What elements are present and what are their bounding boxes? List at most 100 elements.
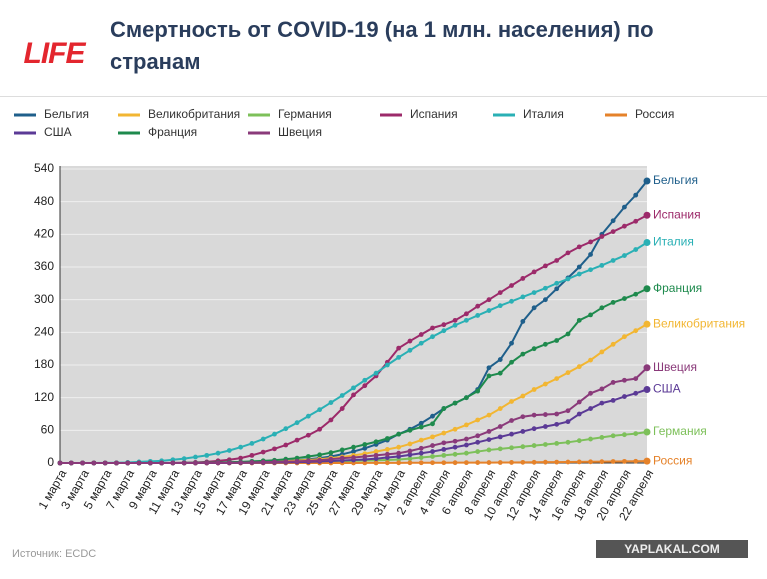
header-rule [0,96,767,97]
data-point [622,253,627,258]
end-label: Бельгия [653,173,698,187]
data-point [181,456,187,462]
data-point [531,412,537,418]
end-label: США [653,382,681,396]
data-point [599,349,605,355]
data-point [260,449,266,455]
data-point [520,294,526,300]
data-point [351,449,356,454]
data-point [543,442,548,447]
data-point [486,447,492,453]
data-point [475,439,481,445]
data-point [463,442,469,448]
data-point [91,460,97,466]
data-point [272,459,277,465]
data-point [441,406,447,411]
data-point [384,446,390,452]
data-point [475,388,481,394]
end-label: Германия [653,424,707,438]
data-point [418,437,424,443]
data-point [351,385,356,391]
data-point [238,460,244,466]
data-point [622,223,627,229]
legend-label: США [44,125,72,139]
data-point [633,390,639,396]
logo: LIFE [23,37,86,70]
end-point [643,320,651,328]
data-point [599,435,605,440]
data-point [588,436,593,442]
data-point [554,421,560,427]
data-point [226,460,232,466]
data-point [373,449,379,454]
data-point [531,459,537,465]
data-point [441,328,447,334]
data-point [373,439,379,445]
y-tick-label: 240 [34,325,54,339]
y-tick-label: 180 [34,357,54,371]
data-point [576,244,582,250]
data-point [554,286,560,292]
data-point [373,452,379,458]
data-point [576,317,582,323]
data-point [384,451,390,457]
y-tick-label: 0 [47,455,54,469]
data-point [463,460,469,466]
data-point [418,445,424,451]
data-point [486,373,492,379]
data-point [531,290,537,295]
data-point [305,432,311,438]
end-point [643,457,651,465]
legend-label: Великобритания [148,107,240,121]
data-point [136,460,142,466]
data-point [351,455,356,460]
end-point [643,386,651,393]
data-point [441,460,447,466]
data-point [260,436,266,442]
data-point [633,431,639,436]
data-point [193,454,198,460]
data-point [520,276,526,281]
data-point [543,412,548,417]
data-point [554,411,560,417]
data-point [430,434,435,440]
data-point [68,460,74,466]
data-point [418,420,424,426]
data-point [565,439,571,445]
data-point [430,421,435,427]
data-point [543,297,548,303]
data-point [339,393,345,398]
data-point [588,252,593,257]
data-point [576,399,582,405]
data-point [204,460,210,466]
watermark-box [596,540,748,558]
data-point [497,303,503,309]
data-point [610,299,616,305]
data-point [554,338,560,343]
data-point [384,362,390,368]
data-point [193,460,198,466]
data-point [475,460,481,465]
data-point [407,441,413,447]
data-point [497,446,503,452]
end-label: Италия [653,235,694,249]
end-point [643,211,651,219]
data-point [622,296,627,301]
data-point [441,452,447,458]
data-point [576,459,582,465]
data-point [531,387,537,392]
data-point [622,377,627,383]
data-point [588,357,593,363]
data-point [588,267,593,273]
data-point [588,312,593,318]
source: Источник: ECDC [12,548,96,560]
data-point [80,460,85,466]
legend-label: Швеция [278,125,322,139]
data-point [362,377,368,383]
data-point [520,444,526,450]
data-point [520,319,526,324]
plot-area [60,166,647,463]
data-point [554,376,560,382]
data-point [486,365,492,371]
data-point [204,452,210,458]
